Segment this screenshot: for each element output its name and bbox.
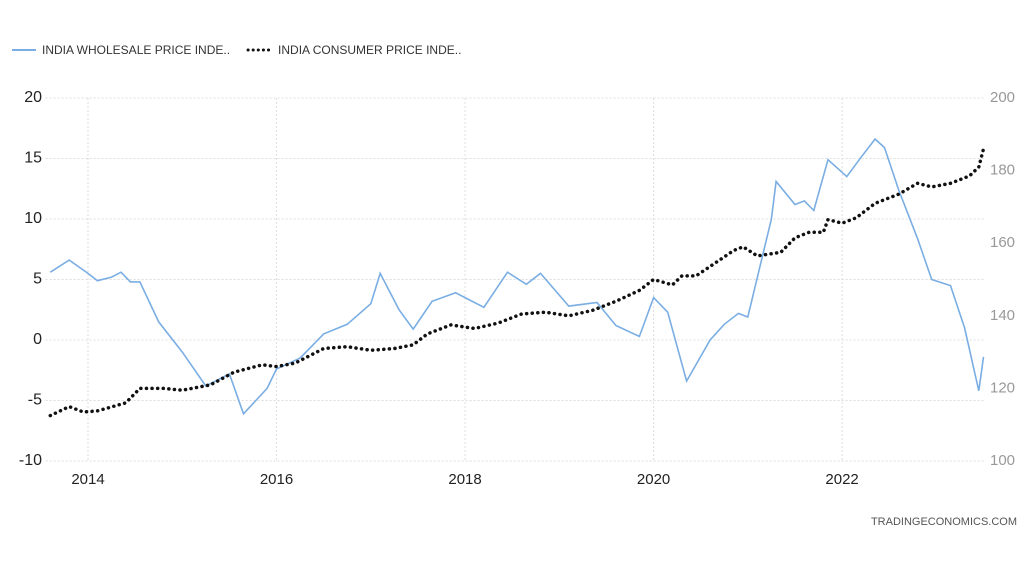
series-line <box>49 137 985 416</box>
y-tick-label: 20 <box>24 89 42 106</box>
series-line <box>48 147 986 418</box>
y2-tick-label: 180 <box>990 162 1015 179</box>
legend-label: INDIA WHOLESALE PRICE INDE.. <box>42 43 230 57</box>
y-tick-label: -10 <box>19 452 42 469</box>
x-tick-label: 2014 <box>71 471 104 488</box>
y2-tick-label: 100 <box>990 452 1015 469</box>
y-tick-label: 5 <box>33 271 42 288</box>
legend-label: INDIA CONSUMER PRICE INDE.. <box>278 43 461 57</box>
y2-tick-label: 140 <box>990 307 1015 324</box>
x-tick-label: 2020 <box>637 471 670 488</box>
y2-tick-label: 160 <box>990 234 1015 251</box>
y-tick-label: 15 <box>24 150 42 167</box>
source: TRADINGECONOMICS.COM <box>871 516 1017 528</box>
y-tick-label: -5 <box>28 392 42 409</box>
y-tick-label: 10 <box>24 210 42 227</box>
x-tick-label: 2016 <box>260 471 293 488</box>
y2-tick-label: 200 <box>990 89 1015 106</box>
y-tick-label: 0 <box>33 331 42 348</box>
y2-tick-label: 120 <box>990 379 1015 396</box>
x-tick-label: 2022 <box>825 471 858 488</box>
x-tick-label: 2018 <box>448 471 481 488</box>
